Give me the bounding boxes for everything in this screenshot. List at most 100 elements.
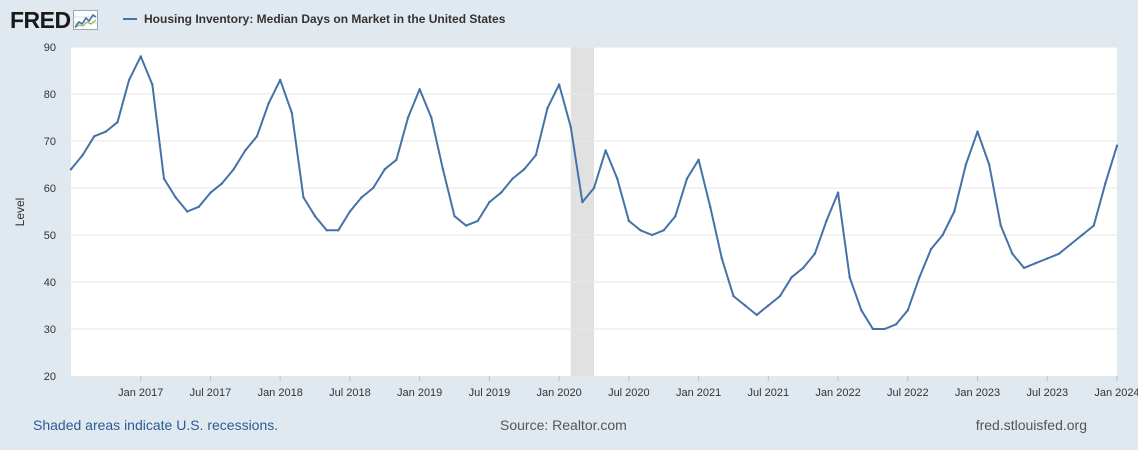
data-point [836,191,840,194]
data-point [244,149,247,152]
data-point [1034,262,1037,265]
data-point [116,121,119,124]
data-point [81,153,84,157]
data-point [127,78,131,82]
y-tick-label: 50 [44,230,56,242]
y-tick-label: 30 [44,324,56,336]
x-tick-label: Jan 2020 [537,387,582,399]
x-tick-label: Jan 2021 [676,387,721,399]
data-point [197,205,201,208]
data-point [720,257,724,260]
y-axis-ticks: 20 30 40 50 60 70 80 90 [44,42,56,383]
x-tick-label: Jul 2019 [469,387,511,399]
data-point [1046,257,1049,260]
data-point [813,252,817,255]
data-point [69,168,73,171]
data-point [162,177,166,180]
y-tick-label: 70 [44,136,56,148]
data-point [279,78,282,82]
data-point [639,229,642,232]
fred-logo-graph-icon [72,10,98,30]
data-point [395,158,398,161]
data-point [604,149,607,152]
source-text: Source: Realtor.com [500,417,627,433]
data-point [999,224,1002,227]
data-point [464,224,468,227]
data-point [697,158,700,161]
data-point [209,191,212,194]
fred-logo[interactable]: FRED [10,7,98,33]
data-point [685,177,689,180]
x-tick-label: Jul 2023 [1026,387,1068,399]
data-point [1080,233,1084,237]
data-point [581,200,584,204]
data-point [883,327,886,331]
data-point [406,116,410,119]
data-point [790,276,793,279]
data-point [546,106,549,110]
data-point [220,182,224,185]
chart-legend[interactable]: Housing Inventory: Median Days on Market… [123,12,505,26]
site-url[interactable]: fred.stlouisfed.org [975,417,1087,433]
data-point [418,88,421,91]
series-layer [69,55,1119,331]
data-point [337,229,340,232]
x-tick-label: Jan 2024 [1094,387,1138,399]
data-point [650,233,654,237]
data-point [232,168,235,171]
data-point [1069,243,1072,246]
data-point [523,168,526,171]
data-point [755,313,758,317]
data-point [371,186,375,190]
data-point [778,294,782,298]
x-tick-label: Jul 2017 [190,387,232,399]
data-point [255,135,259,138]
data-point [383,168,386,171]
x-tick-label: Jan 2022 [815,387,860,399]
data-point [476,219,479,223]
data-point [1115,144,1119,147]
data-point [325,229,328,232]
data-point [499,191,503,194]
data-point [848,276,851,279]
legend-swatch [123,18,137,20]
data-point [767,304,770,307]
data-point [871,327,875,331]
data-point [802,266,805,270]
data-point [732,294,735,298]
data-point [627,219,631,223]
data-point [987,163,991,166]
data-point [1011,252,1014,255]
data-point [906,309,909,312]
y-tick-label: 60 [44,183,56,195]
data-point [1057,252,1061,255]
data-point [302,196,305,199]
data-point [511,177,514,180]
data-point [174,196,177,199]
data-point [290,111,294,115]
data-point [453,215,456,218]
gridlines [71,46,1117,330]
data-point [674,215,677,218]
data-point [569,125,572,129]
data-point [557,83,561,86]
recession-note-link[interactable]: Shaded areas indicate U.S. recessions. [33,417,279,433]
y-tick-label: 20 [44,371,56,383]
y-tick-label: 90 [44,42,56,54]
y-axis-label: Level [13,198,27,227]
data-point [929,247,933,251]
x-tick-label: Jan 2018 [258,387,303,399]
x-tick-label: Jul 2018 [329,387,371,399]
data-point [616,177,619,180]
data-point [976,130,979,133]
data-point [313,215,317,218]
y-tick-label: 80 [44,89,56,101]
data-point [592,186,596,190]
x-tick-label: Jul 2020 [608,387,650,399]
recession-band [570,47,594,376]
data-point [1092,224,1095,227]
data-point [860,309,863,312]
data-point [709,205,712,208]
x-axis-ticks: Jan 2017 Jul 2017 Jan 2018 Jul 2018 Jan 2019… [118,376,1138,399]
